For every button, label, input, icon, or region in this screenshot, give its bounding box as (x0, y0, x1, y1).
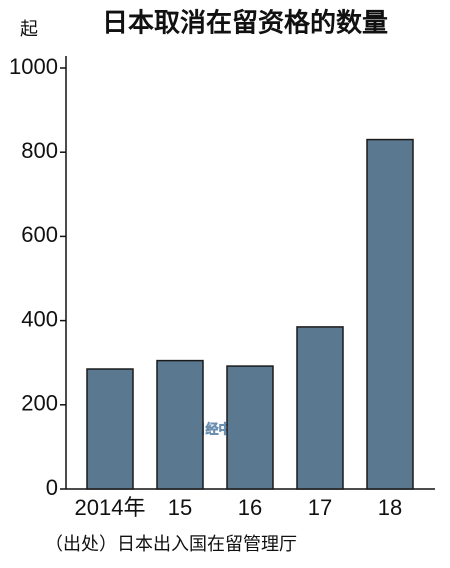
bar (296, 326, 344, 490)
bar (226, 365, 274, 490)
source-note: （出处）日本出入国在留管理厅 (45, 534, 297, 555)
x-tick-label: 17 (308, 495, 332, 520)
y-tick-label: 400 (21, 306, 58, 331)
y-tick-label: 1000 (9, 54, 58, 79)
bar (366, 138, 414, 490)
bar (156, 359, 204, 490)
x-tick-label: 2014年 (75, 495, 146, 520)
y-tick-label: 200 (21, 391, 58, 416)
unit-label: 起 (20, 19, 38, 40)
bar (86, 368, 134, 490)
x-tick-label: 15 (168, 495, 192, 520)
x-tick-label: 16 (238, 495, 262, 520)
y-tick-label: 0 (46, 475, 58, 500)
chart-title: 日本取消在留资格的数量 (102, 8, 388, 39)
y-tick-label: 800 (21, 138, 58, 163)
x-tick-label: 18 (378, 495, 402, 520)
y-tick-label: 600 (21, 222, 58, 247)
